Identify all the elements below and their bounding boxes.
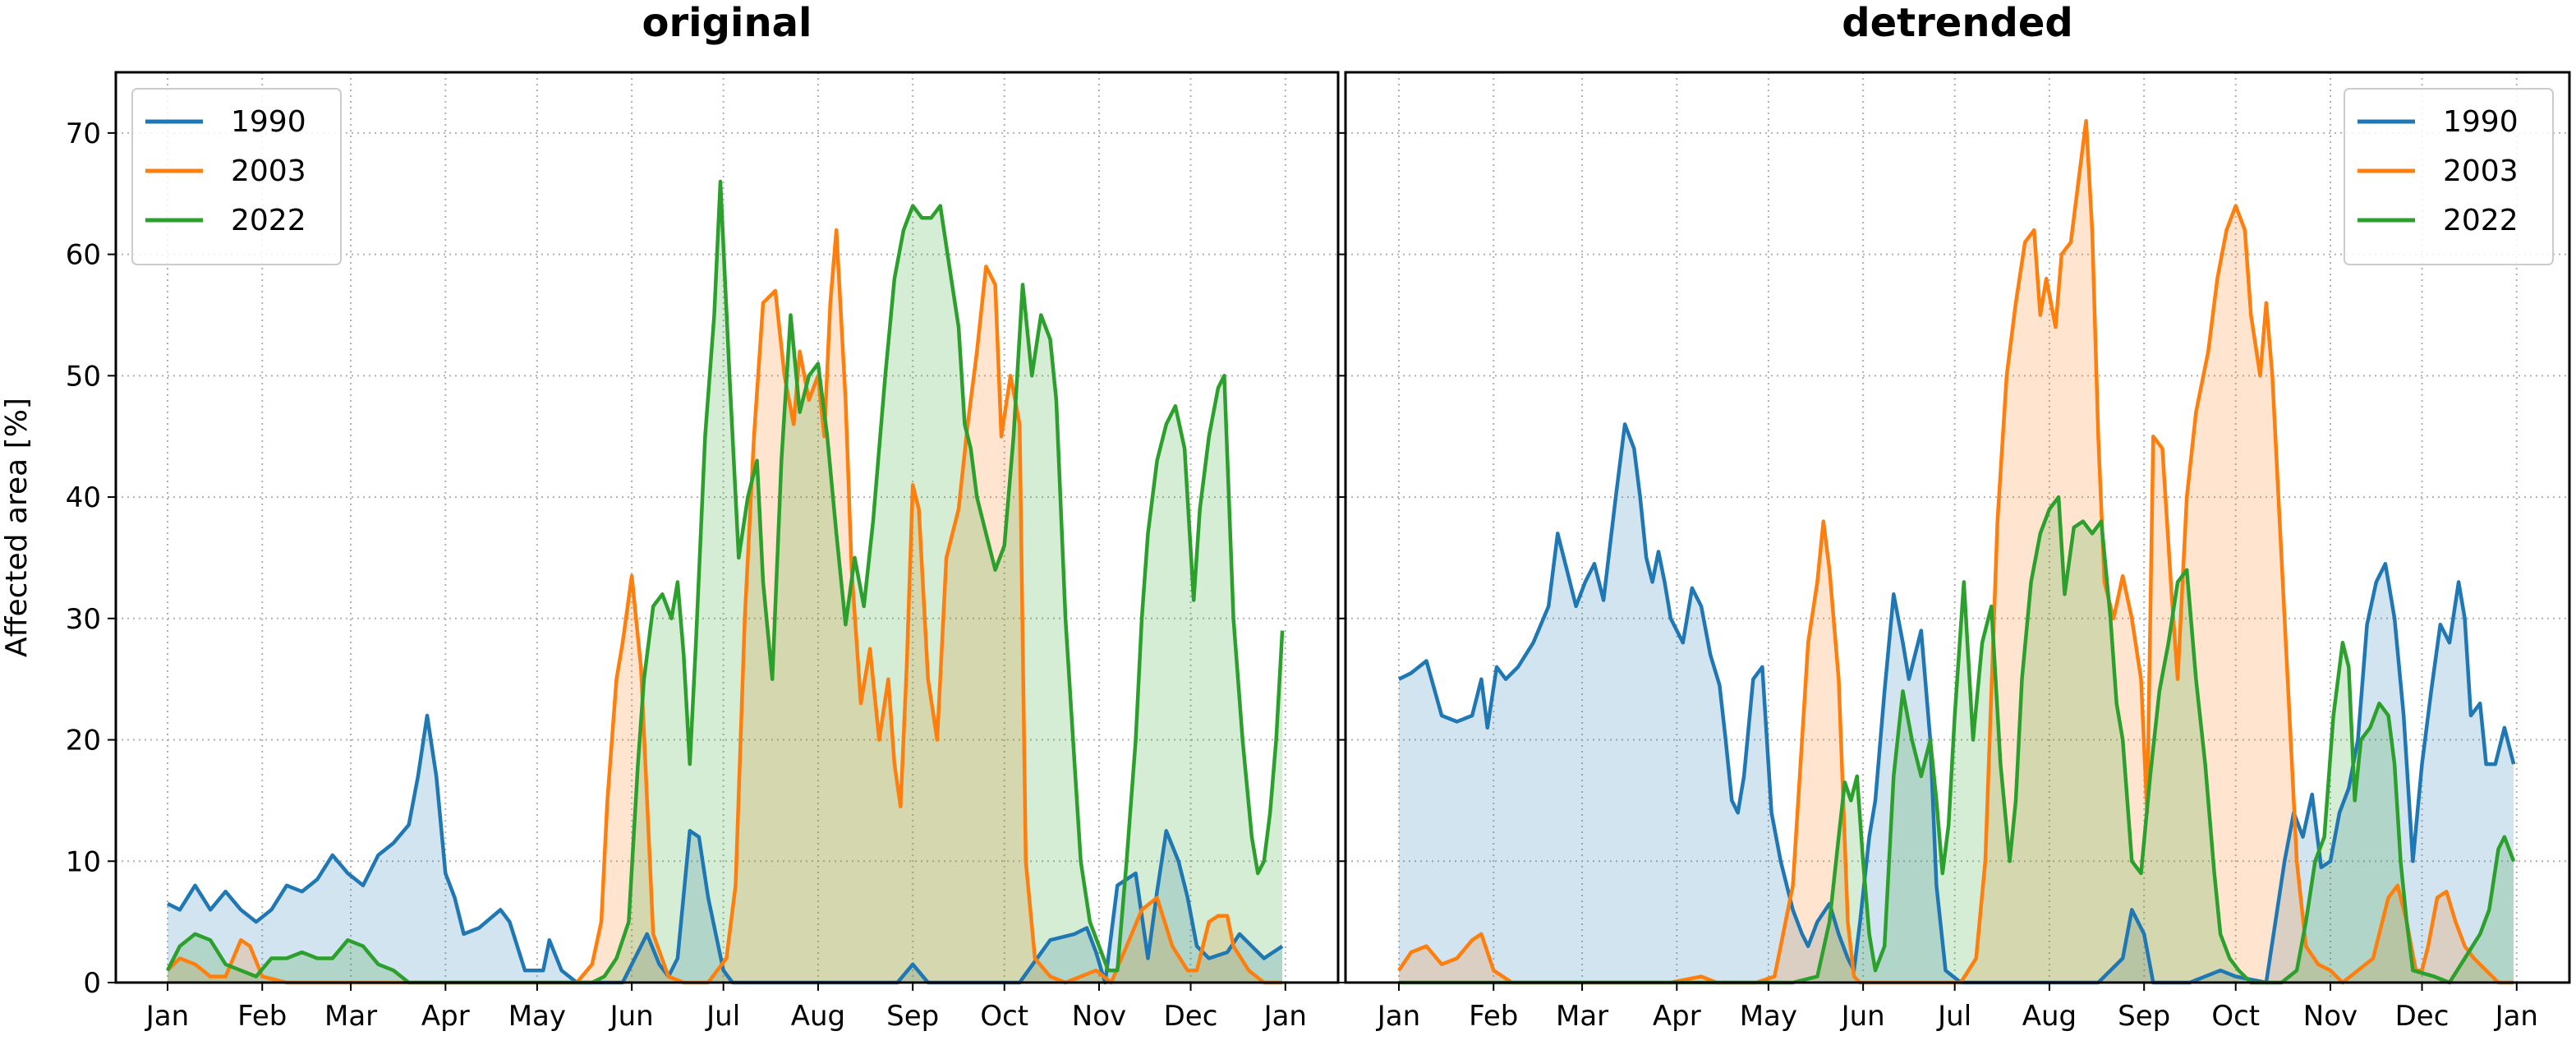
x-tick-label: Oct: [980, 1000, 1028, 1033]
axes-frame: [114, 71, 1340, 984]
legend-label-1990: 1990: [2443, 105, 2518, 139]
legend-label-2003: 2003: [2443, 154, 2518, 188]
x-tick-label: Nov: [1072, 1000, 1126, 1033]
x-tick-label: Dec: [1164, 1000, 1218, 1033]
series-fill-2003: [168, 230, 1283, 983]
x-tick-label: Feb: [1469, 1000, 1518, 1033]
series-fill-2022: [168, 182, 1283, 983]
legend-label-2003: 2003: [231, 154, 306, 188]
series-fill-1990: [1399, 424, 2514, 983]
y-tick-label: 30: [66, 603, 101, 636]
y-tick-label: 20: [66, 725, 101, 757]
x-tick-label: Jul: [705, 1000, 740, 1033]
x-tick-label: Jan: [1376, 1000, 1420, 1033]
x-tick-label: Sep: [886, 1000, 939, 1033]
x-tick-label: Jun: [1840, 1000, 1885, 1033]
chart-title: detrended: [1842, 0, 2073, 46]
y-tick-label: 40: [66, 481, 101, 514]
chart-panel-detrended: Jan Feb Mar Apr May Jun Jul Aug Sep Oct Nov Dec Jan d…: [1337, 0, 2571, 1033]
y-tick-label: 50: [66, 360, 101, 393]
y-tick-label: 0: [83, 967, 101, 1000]
y-axis-label: Affected area [%]: [0, 398, 34, 657]
x-tick-label: Aug: [791, 1000, 845, 1033]
series-fill-1990: [168, 716, 1283, 983]
legend-label-1990: 1990: [231, 105, 306, 139]
axes-frame: [1344, 71, 2571, 984]
x-tick-label: Jan: [1263, 1000, 1307, 1033]
legend: 1990 2003 2022: [2344, 88, 2554, 265]
series-line-2003: [166, 228, 1283, 985]
x-tick-label: Jan: [2494, 1000, 2538, 1033]
x-tick-label: Apr: [421, 1000, 470, 1033]
series-fill-2003: [1399, 121, 2514, 983]
y-tick-label: 60: [66, 239, 101, 272]
y-tick-label: 70: [66, 117, 101, 150]
y-tick-label: 10: [66, 845, 101, 878]
chart-title: original: [642, 0, 812, 46]
x-tick-label: Mar: [324, 1000, 377, 1033]
x-tick-label: Oct: [2211, 1000, 2260, 1033]
series-line-1990: [166, 713, 1284, 985]
x-tick-label: Jul: [1936, 1000, 1971, 1033]
x-tick-label: Aug: [2022, 1000, 2077, 1033]
x-tick-label: May: [508, 1000, 566, 1033]
series-line-2022: [1399, 495, 2516, 985]
x-tick-label: Sep: [2118, 1000, 2170, 1033]
x-tick-label: May: [1740, 1000, 1797, 1033]
series-line-2003: [1397, 118, 2514, 985]
series-fill-2022: [1399, 497, 2514, 983]
x-tick-label: Mar: [1556, 1000, 1608, 1033]
x-tick-label: Jun: [609, 1000, 654, 1033]
x-tick-label: Feb: [237, 1000, 287, 1033]
x-tick-label: Nov: [2303, 1000, 2358, 1033]
x-tick-label: Apr: [1653, 1000, 1701, 1033]
x-tick-label: Dec: [2395, 1000, 2450, 1033]
x-tick-label: Jan: [145, 1000, 189, 1033]
chart-panel-original: 0 10 20 30 40 50 60 70 Jan Feb Mar Apr May Jun Jul Aug S…: [66, 0, 1340, 1033]
legend-label-2022: 2022: [2443, 204, 2518, 237]
legend-label-2022: 2022: [231, 204, 306, 237]
legend: 1990 2003 2022: [131, 88, 342, 265]
